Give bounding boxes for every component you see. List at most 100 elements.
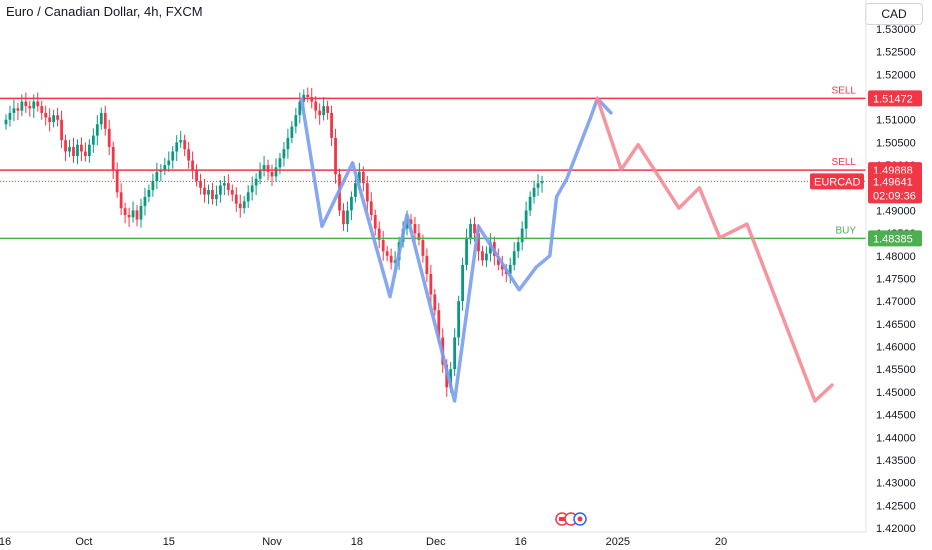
candle-body (147, 190, 151, 197)
candle-body (326, 106, 329, 113)
candle-body (219, 185, 222, 195)
candle-body (417, 233, 421, 240)
candle-body (20, 101, 24, 111)
candle-body (540, 181, 544, 184)
time-tick-label: Nov (262, 536, 282, 548)
candle-body (123, 208, 127, 215)
candle-body (48, 117, 52, 122)
time-axis[interactable]: 16 Oct 15 Nov 18 Dec 16 2025 20 (0, 536, 727, 548)
candle-body (314, 101, 318, 111)
candle-body (64, 140, 67, 152)
candle-body (262, 165, 266, 170)
price-tick-label: 1.53000 (876, 24, 916, 36)
candle-body (254, 178, 258, 186)
time-tick-label: 18 (351, 536, 363, 548)
candle-body (95, 124, 99, 136)
candle-body (342, 210, 345, 225)
candle-body (84, 151, 87, 157)
candle-body (127, 214, 131, 218)
candle-body (191, 160, 194, 170)
candle-body (453, 337, 457, 370)
candle-body (28, 106, 32, 109)
candle-body (286, 137, 290, 150)
candle-body (389, 255, 393, 263)
time-tick-label: 16 (515, 536, 527, 548)
symbol-tag-text: EURCAD (814, 176, 861, 188)
candle-body (473, 224, 476, 234)
price-tick-label: 1.42500 (876, 500, 916, 512)
price-tick-label: 1.46000 (876, 342, 916, 354)
price-tick-label: 1.44500 (876, 410, 916, 422)
level-label: SELL (832, 85, 857, 96)
candle-body (107, 128, 111, 147)
candle-body (346, 210, 349, 225)
time-tick-label: 16 (0, 536, 11, 548)
candle-body (508, 264, 512, 274)
candle-body (238, 203, 242, 209)
candle-body (385, 251, 389, 256)
candle-body (520, 228, 524, 243)
candle-body (350, 196, 353, 211)
candle-body (294, 115, 298, 127)
candle-body (524, 210, 528, 229)
level-label: SELL (832, 157, 857, 168)
candle-body (12, 108, 16, 113)
candle-body (80, 144, 83, 152)
candle-body (274, 167, 278, 177)
candle-body (393, 260, 397, 263)
candle-body (512, 251, 516, 265)
candle-body (413, 224, 417, 234)
candle-body (361, 171, 365, 184)
candle-body (234, 194, 238, 204)
candle-body (222, 183, 226, 186)
candle-body (306, 94, 310, 98)
candle-body (44, 112, 48, 118)
candle-body (516, 242, 520, 252)
candle-body (246, 192, 250, 202)
candle-body (207, 190, 210, 195)
candle-body (365, 183, 369, 202)
price-tick-label: 1.43000 (876, 478, 916, 490)
candle-body (429, 273, 433, 295)
candle-body (119, 192, 123, 209)
current-price-text: 1.49641 (873, 176, 913, 188)
candle-body (163, 165, 167, 170)
price-tick-label: 1.47000 (876, 296, 916, 308)
level-price-tag (868, 90, 922, 107)
level-label: BUY (835, 225, 856, 236)
candle-body (421, 239, 425, 256)
candle-body (282, 149, 286, 159)
candle-body (195, 169, 198, 181)
candle-body (139, 205, 143, 220)
price-tick-label: 1.48000 (876, 251, 916, 263)
candle-body (425, 255, 429, 274)
flag-icons[interactable] (554, 512, 594, 526)
candle-body (203, 187, 206, 195)
chart-title: Euro / Canadian Dollar, 4h, FXCM (6, 4, 203, 19)
candle-body (242, 201, 246, 209)
countdown-text: 02:09:36 (873, 190, 916, 202)
candle-body (433, 294, 437, 311)
candle-body (91, 135, 95, 145)
candle-body (40, 106, 44, 113)
candle-body (151, 180, 155, 191)
candle-body (175, 142, 179, 152)
candle-body (298, 101, 302, 116)
current-price-tag (868, 173, 922, 204)
candle-body (266, 165, 270, 172)
candle-body (485, 253, 488, 261)
candle-body (99, 112, 103, 125)
candle-body (381, 239, 385, 252)
candle-body (4, 119, 8, 125)
price-tick-label: 1.42000 (876, 523, 916, 535)
candle-body (215, 194, 218, 200)
candle-body (373, 214, 377, 229)
candle-body (532, 187, 536, 197)
candle-body (377, 228, 381, 240)
candle-body (199, 180, 202, 188)
price-tick-label: 1.43500 (876, 455, 916, 467)
symbol-tag (810, 173, 864, 190)
level-price-tag (868, 230, 922, 247)
